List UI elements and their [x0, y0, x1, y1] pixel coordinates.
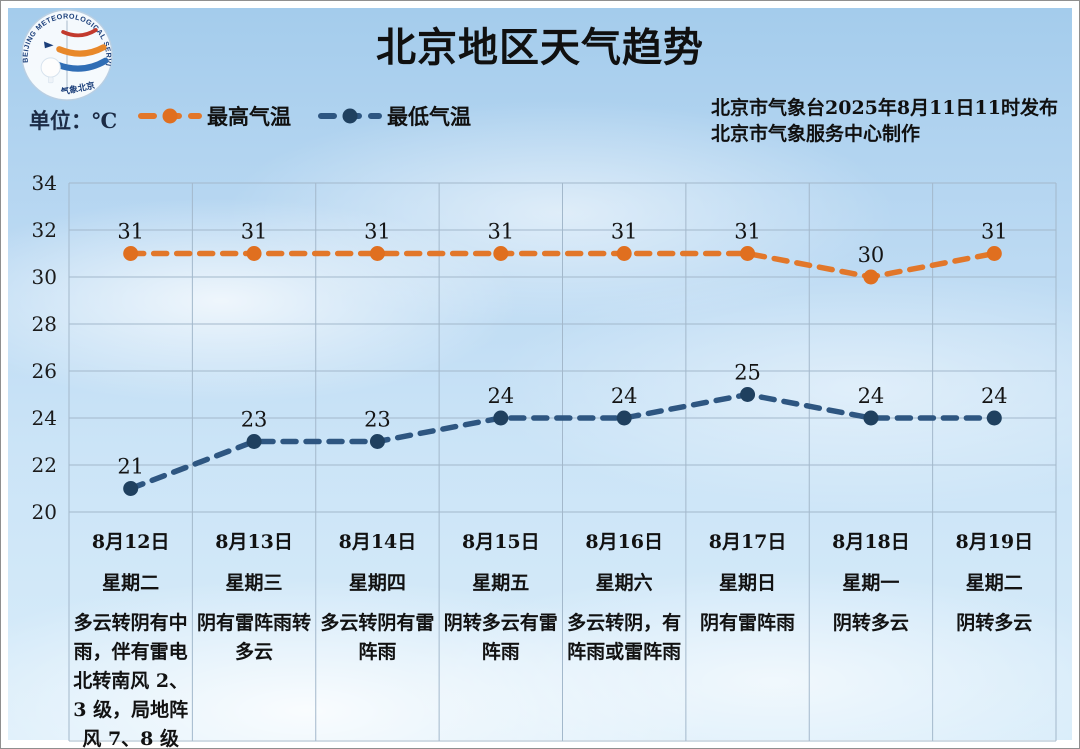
value-label: 31 [734, 220, 761, 244]
value-label: 21 [117, 455, 144, 479]
source-line-issued: 北京市气象台2025年8月11日11时发布 [711, 97, 1058, 119]
legend-item: 最高气温 [137, 101, 291, 131]
data-point [493, 410, 509, 426]
value-label: 24 [981, 384, 1008, 408]
value-label: 24 [858, 384, 885, 408]
day-weekday: 星期日 [719, 572, 777, 594]
legend-label: 最低气温 [387, 104, 471, 129]
day-date: 8月16日 [585, 531, 664, 553]
y-axis-tick-label: 32 [32, 218, 57, 242]
day-weekday: 星期二 [965, 572, 1023, 594]
data-point [740, 246, 756, 261]
y-axis-tick-label: 34 [32, 171, 57, 195]
data-point [616, 410, 632, 426]
data-point [986, 410, 1002, 426]
day-weekday: 星期四 [348, 572, 406, 594]
value-label: 31 [487, 220, 514, 244]
day-weather-description: 多云转阴有雷阵雨 [320, 612, 435, 663]
legend-marker-icon [318, 108, 382, 124]
day-weekday: 星期三 [225, 572, 283, 594]
chart-legend: 最高气温 最低气温 [137, 101, 471, 131]
y-axis-tick-label: 22 [32, 453, 57, 477]
legend-label: 最高气温 [207, 104, 291, 129]
data-point [863, 269, 879, 285]
value-label: 24 [487, 384, 514, 408]
value-label: 23 [241, 408, 268, 432]
day-date: 8月19日 [955, 531, 1034, 553]
series-line [127, 391, 998, 492]
data-point [493, 246, 509, 261]
day-date: 8月18日 [832, 531, 910, 553]
value-label: 31 [117, 220, 144, 244]
day-date: 8月17日 [708, 531, 787, 553]
day-weather-description: 阴转多云 [956, 612, 1033, 634]
value-label: 31 [364, 220, 391, 244]
data-point [740, 387, 756, 402]
forecast-day-column: 8月12日星期二多云转阴有中雨，伴有雷电北转南风 2、3 级，局地阵风 7、8 … [69, 519, 192, 749]
forecast-day-column: 8月19日星期二阴转多云 [933, 519, 1056, 748]
forecast-day-column: 8月15日星期五阴转多云有雷阵雨 [439, 519, 562, 748]
forecast-day-column: 8月18日星期一阴转多云 [809, 519, 932, 748]
day-weekday: 星期六 [595, 572, 653, 594]
day-weekday: 星期五 [472, 572, 530, 594]
value-label: 31 [611, 220, 638, 244]
forecast-day-column: 8月14日星期四多云转阴有雷阵雨 [316, 519, 439, 748]
y-axis-tick-label: 20 [32, 500, 57, 524]
value-label: 30 [858, 243, 885, 267]
day-weather-description: 阴有雷阵雨 [700, 612, 796, 634]
data-point [616, 246, 632, 261]
day-weather-description: 多云转阴，有阵雨或雷阵雨 [567, 612, 682, 663]
day-weather-description: 多云转阴有中雨，伴有雷电北转南风 2、3 级，局地阵风 7、8 级 [73, 612, 189, 749]
data-point [986, 246, 1002, 261]
source-info: 北京市气象台2025年8月11日11时发布 北京市气象服务中心制作 [711, 95, 1058, 147]
y-axis-tick-label: 30 [32, 265, 57, 289]
day-weather-description: 阴有雷阵雨转多云 [197, 612, 312, 663]
legend-marker-icon [138, 108, 202, 124]
logo-orange-swoosh [56, 44, 107, 57]
unit-label: 单位：℃ [29, 108, 118, 133]
forecast-table: 8月12日星期二多云转阴有中雨，伴有雷电北转南风 2、3 级，局地阵风 7、8 … [69, 519, 1056, 749]
day-weekday: 星期二 [102, 572, 160, 594]
value-label: 31 [241, 220, 268, 244]
y-axis-tick-label: 28 [32, 312, 57, 336]
source-line-produced: 北京市气象服务中心制作 [711, 123, 921, 145]
data-point [123, 481, 139, 496]
page-title: 北京地区天气趋势 [376, 24, 704, 71]
logo-red-swoosh [61, 28, 98, 38]
logo-plane-icon [43, 41, 54, 49]
day-weekday: 星期一 [842, 572, 900, 594]
forecast-day-column: 8月16日星期六多云转阴，有阵雨或雷阵雨 [563, 519, 686, 748]
day-date: 8月15日 [461, 531, 540, 553]
data-point [246, 246, 262, 261]
value-label: 23 [364, 408, 391, 432]
data-point [246, 434, 262, 449]
data-point [369, 434, 385, 449]
value-label: 24 [611, 384, 638, 408]
day-date: 8月14日 [338, 531, 417, 553]
value-label: 25 [734, 361, 761, 385]
day-date: 8月13日 [215, 531, 293, 553]
data-point [123, 246, 139, 261]
day-weather-description: 阴转多云有雷阵雨 [443, 612, 558, 663]
sky-background [8, 8, 1072, 740]
day-date: 8月12日 [91, 531, 170, 553]
value-label: 31 [981, 220, 1008, 244]
day-weather-description: 阴转多云 [832, 612, 909, 634]
forecast-day-column: 8月13日星期三阴有雷阵雨转多云 [192, 519, 315, 748]
logo-balloon-basket [47, 76, 54, 84]
legend-item: 最低气温 [317, 101, 471, 131]
data-point [369, 246, 385, 261]
data-point [863, 410, 879, 426]
beijing-meteorological-service-logo-icon: BEIJING METEOROLOGICAL SERVICE 气象北京 [16, 1, 117, 103]
forecast-day-column: 8月17日星期日阴有雷阵雨 [686, 519, 809, 748]
y-axis-tick-label: 24 [32, 406, 57, 430]
logo-blue-swoosh [54, 57, 109, 72]
y-axis-tick-label: 26 [32, 359, 57, 383]
series-line [127, 250, 998, 280]
